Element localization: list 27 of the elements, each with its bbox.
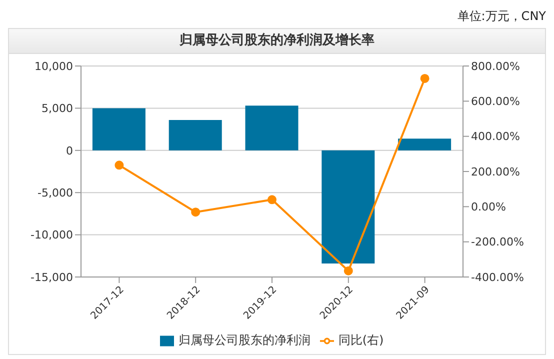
y2-tick-label: 400.00%: [471, 130, 520, 144]
y2-tick-label: 600.00%: [471, 95, 520, 108]
y-tick-label: 5,000: [42, 102, 73, 116]
point: [420, 74, 430, 83]
point: [191, 208, 200, 217]
y2-tick-label: -200.00%: [471, 236, 524, 249]
y-tick-label: 10,000: [34, 60, 73, 73]
y2-tick-label: 0.00%: [471, 200, 506, 214]
chart-title: 归属母公司股东的净利润及增长率: [9, 29, 545, 54]
y-tick-label: -15,000: [30, 270, 73, 284]
point: [268, 195, 276, 204]
y2-tick-label: -400.00%: [471, 270, 524, 284]
bar: [322, 150, 375, 264]
point: [344, 266, 353, 276]
y-tick-label: 0: [66, 144, 73, 158]
bar: [168, 120, 222, 150]
bar: [398, 138, 452, 150]
legend-label: 归属母公司股东的净利润: [178, 333, 310, 347]
y-tick-label: -10,000: [30, 228, 73, 242]
legend-label: 同比(右): [338, 333, 384, 347]
y-tick-label: -5,000: [38, 186, 73, 200]
bar: [245, 106, 298, 150]
bar: [92, 108, 146, 150]
point: [114, 160, 124, 170]
y2-tick-label: 800.00%: [471, 60, 520, 73]
y2-tick-label: 200.00%: [471, 165, 520, 178]
text: 单位:万元，CNY: [457, 9, 546, 23]
